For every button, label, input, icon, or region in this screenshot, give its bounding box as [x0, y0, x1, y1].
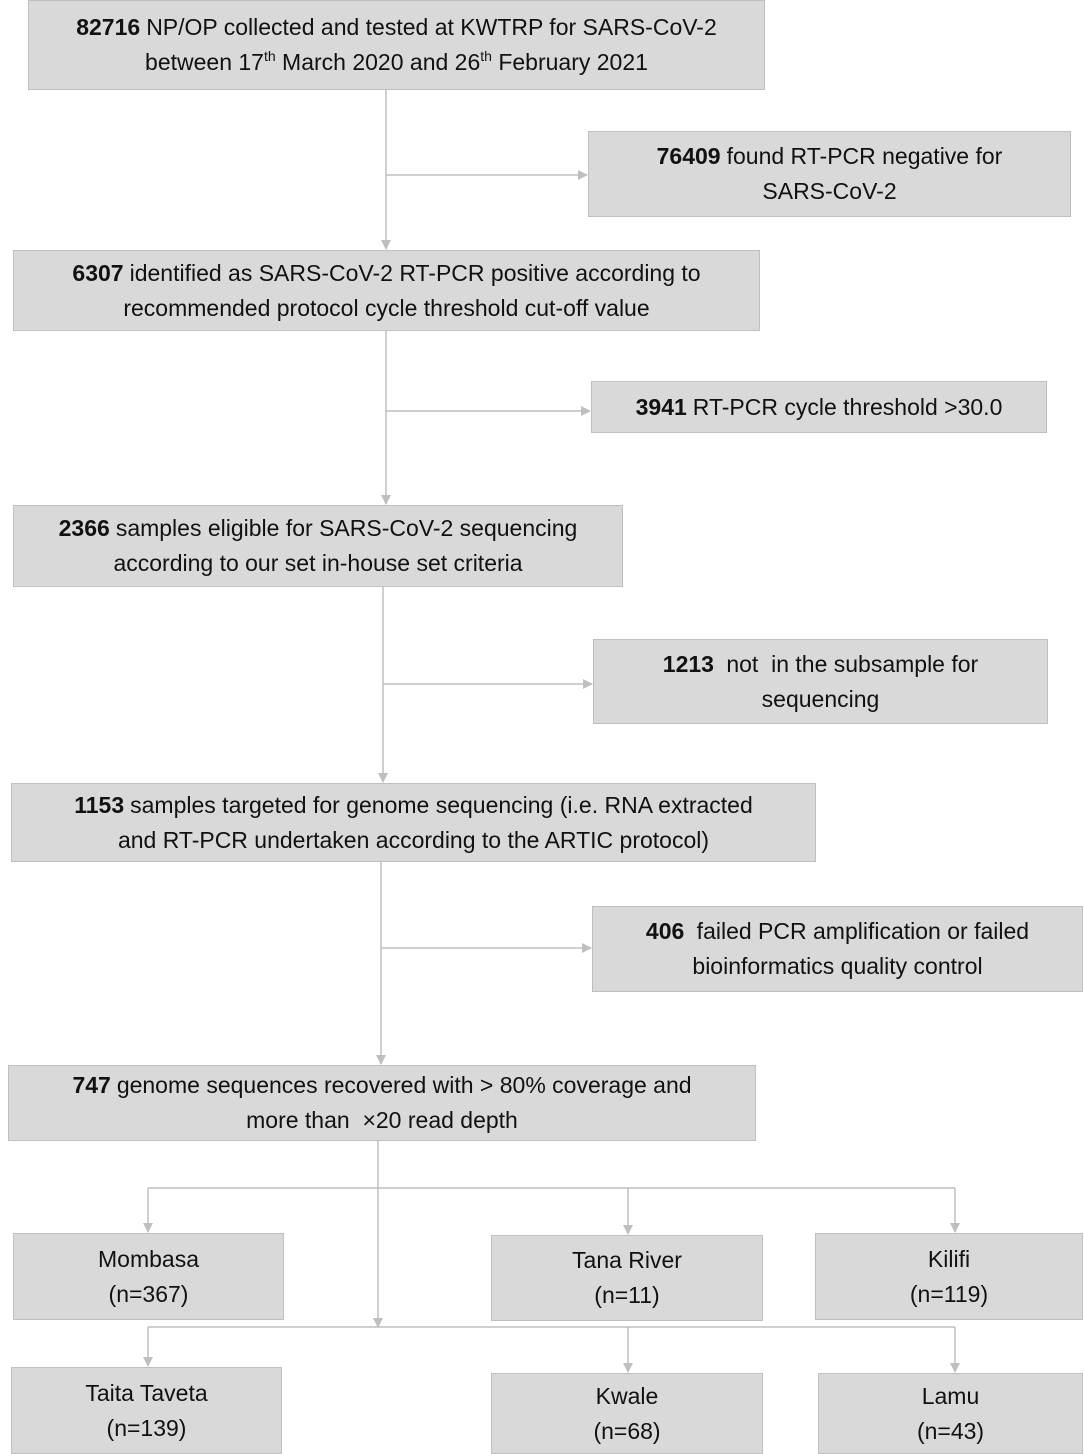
count: 3941 [635, 393, 687, 420]
text-line: 3941 RT-PCR cycle threshold >30.0 [636, 390, 1003, 425]
count: 82716 [76, 14, 141, 40]
text-line: 747 genome sequences recovered with > 80%… [72, 1068, 691, 1103]
text: SARS-CoV-2 [762, 178, 897, 204]
superscript: th [480, 48, 492, 64]
region-count: (n=119) [909, 1280, 989, 1307]
text-line: 1213 not in the subsample for [663, 647, 978, 682]
text: samples targeted for genome sequencing (… [130, 791, 753, 818]
text-line: 76409 found RT-PCR negative for [657, 139, 1003, 174]
flow-box: 76409 found RT-PCR negative for SARS-CoV-2 [588, 131, 1071, 217]
text-line: SARS-CoV-2 [762, 174, 896, 209]
region-count: (n=68) [593, 1417, 661, 1444]
text: and RT-PCR undertaken according to the A… [117, 826, 710, 853]
region-box: Mombasa (n=367) [13, 1233, 284, 1320]
text-line: 82716 NP/OP collected and tested at KWTRP… [76, 10, 717, 45]
text: genome sequences recovered with > 80% co… [116, 1072, 692, 1098]
text: RT-PCR cycle threshold >30.0 [692, 393, 1003, 420]
text-line: 1153 samples targeted for genome sequenci… [74, 788, 753, 823]
text: NP/OP collected and tested at KWTRP for … [146, 14, 717, 40]
text: identified as SARS-CoV-2 RT-PCR positive… [129, 259, 701, 286]
text: bioinformatics quality control [692, 953, 983, 979]
count: 6307 [72, 259, 124, 286]
region-name: Mombasa [98, 1245, 199, 1272]
region-count: (n=367) [108, 1280, 189, 1307]
text-line: between 17th March 2020 and 26th Februar… [145, 45, 648, 80]
region-name: Taita Taveta [85, 1379, 208, 1406]
flow-box: 2366 samples eligible for SARS-CoV-2 sequ… [13, 505, 623, 587]
count: 1153 [74, 791, 125, 818]
flow-box: 747 genome sequences recovered with > 80%… [8, 1065, 756, 1141]
flow-box: 82716 NP/OP collected and tested at KWTRP… [28, 0, 765, 90]
text-line: and RT-PCR undertaken according to the A… [118, 823, 709, 858]
text-line: more than ×20 read depth [246, 1103, 518, 1138]
arrows [143, 90, 960, 1373]
count: 1213 [662, 650, 714, 677]
region-name: Lamu [921, 1382, 980, 1409]
region-box: Taita Taveta (n=139) [11, 1367, 282, 1454]
region-name: Tana River [572, 1247, 682, 1273]
text: found RT-PCR negative for [726, 143, 1003, 169]
flow-box: 1153 samples targeted for genome sequenci… [11, 783, 816, 862]
region-name: Kilifi [927, 1245, 971, 1272]
flow-box: 1213 not in the subsample for sequencing [593, 639, 1048, 724]
text: more than ×20 read depth [246, 1107, 518, 1133]
region-box: Kwale (n=68) [491, 1373, 763, 1454]
region-name: Kwale [595, 1382, 659, 1409]
text-line: sequencing [762, 682, 880, 717]
region-count: (n=11) [594, 1282, 660, 1308]
text: according to our set in-house set criter… [113, 550, 523, 576]
text-line: recommended protocol cycle threshold cut… [123, 291, 649, 326]
count: 2366 [58, 515, 110, 541]
text-line: 2366 samples eligible for SARS-CoV-2 sequ… [59, 511, 578, 546]
count: 76409 [656, 143, 721, 169]
text: February 2021 [491, 49, 648, 75]
text: not in the subsample for [719, 650, 979, 677]
text-line: according to our set in-house set criter… [113, 546, 522, 581]
count: 747 [72, 1072, 111, 1098]
text: between 17 [145, 49, 264, 75]
text: March 2020 and 26 [275, 49, 481, 75]
text-line: 6307 identified as SARS-CoV-2 RT-PCR posi… [72, 256, 700, 291]
flow-box: 6307 identified as SARS-CoV-2 RT-PCR posi… [13, 250, 760, 331]
region-box: Lamu (n=43) [818, 1373, 1083, 1454]
flow-box: 406 failed PCR amplification or failed bi… [592, 906, 1083, 992]
flow-box: 3941 RT-PCR cycle threshold >30.0 [591, 381, 1047, 433]
text: recommended protocol cycle threshold cut… [123, 294, 650, 321]
region-box: Tana River (n=11) [491, 1235, 763, 1321]
text-line: bioinformatics quality control [692, 949, 982, 984]
region-count: (n=43) [916, 1417, 985, 1444]
text: failed PCR amplification or failed [690, 918, 1030, 944]
text: samples eligible for SARS-CoV-2 sequenci… [115, 515, 578, 541]
text-line: 406 failed PCR amplification or failed [646, 914, 1029, 949]
region-box: Kilifi (n=119) [815, 1233, 1083, 1320]
region-count: (n=139) [106, 1414, 187, 1441]
superscript: th [263, 48, 276, 64]
text: sequencing [761, 685, 880, 712]
count: 406 [645, 918, 685, 944]
